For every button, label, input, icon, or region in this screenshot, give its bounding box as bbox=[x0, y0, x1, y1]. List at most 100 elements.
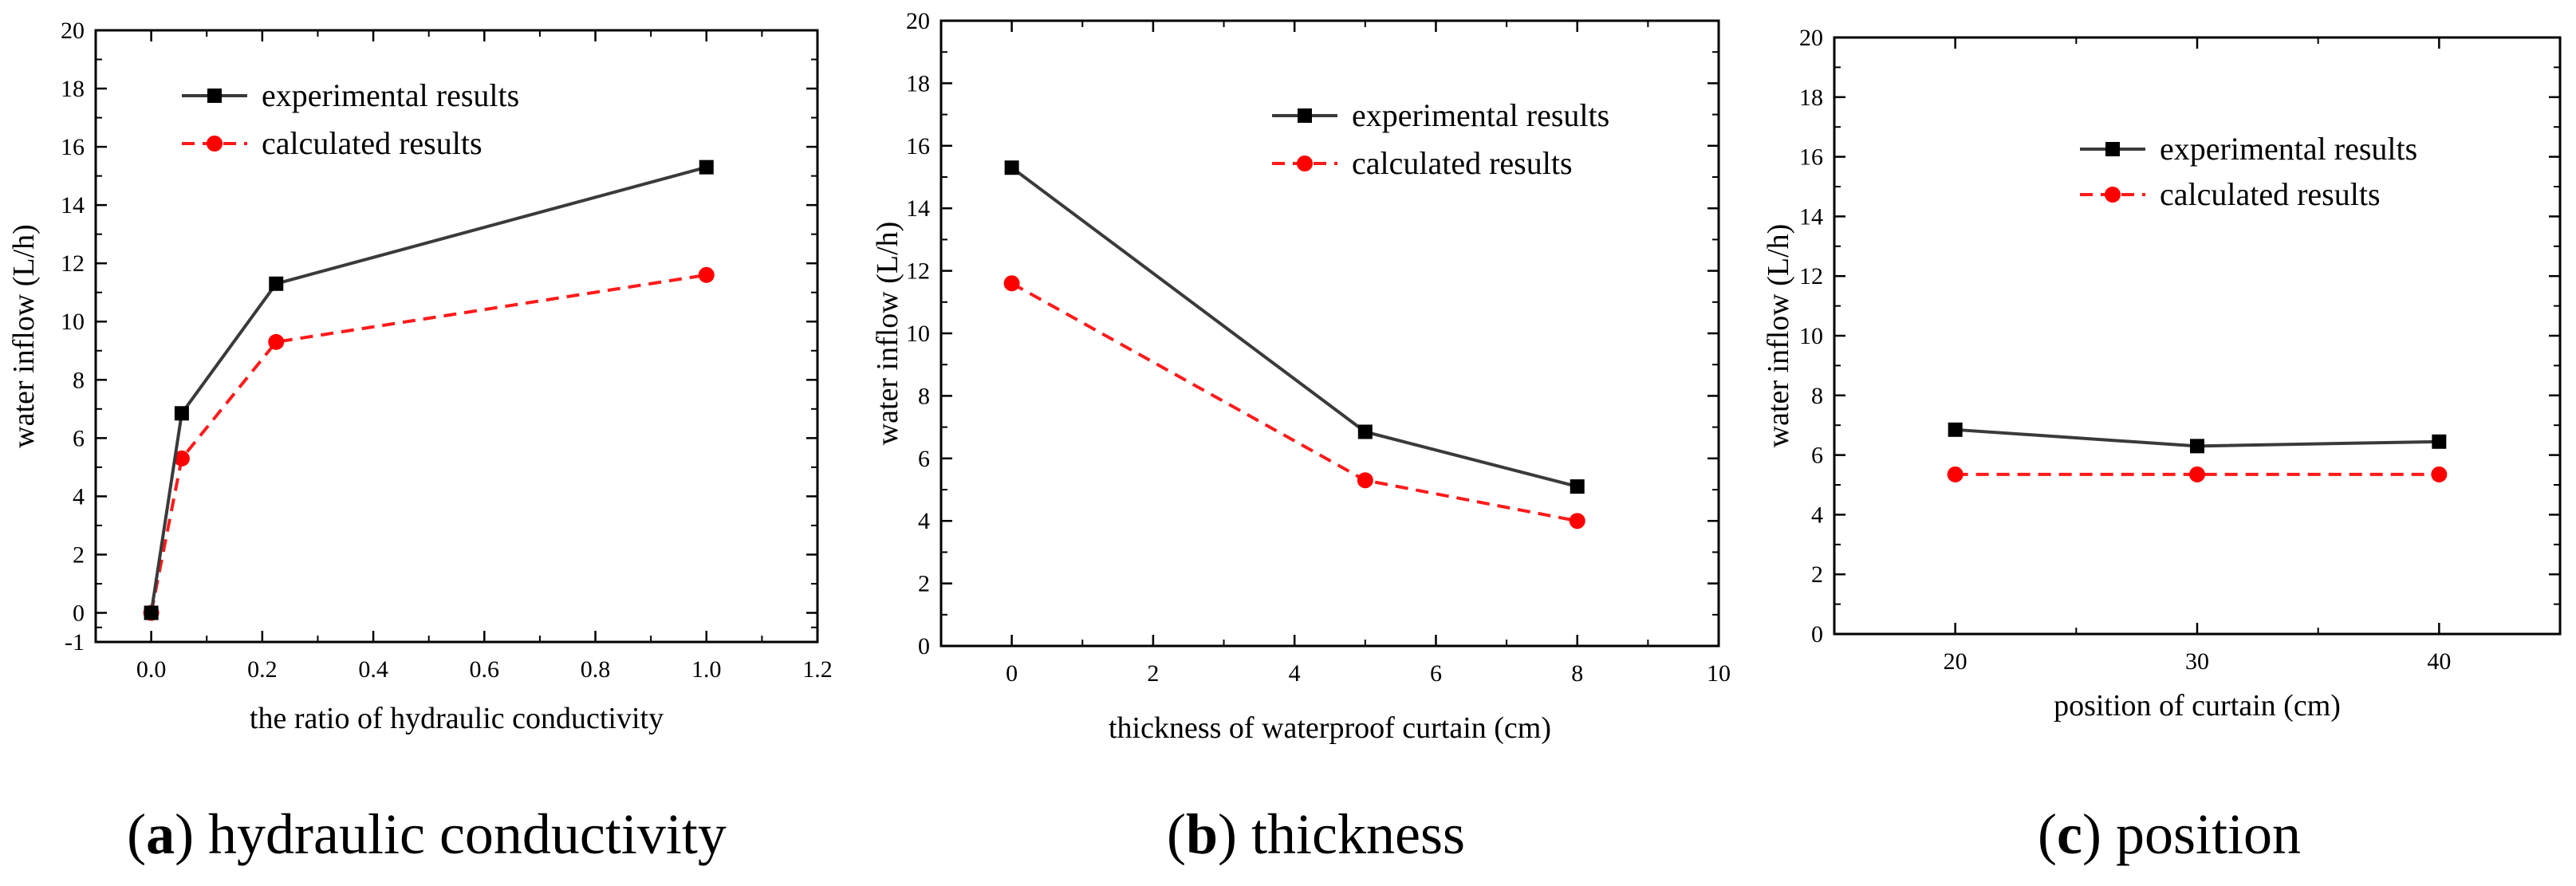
caption-a: (a) hydraulic conductivity bbox=[127, 802, 727, 866]
data-point-experimental bbox=[1570, 479, 1585, 494]
y-tick-label: 8 bbox=[1811, 383, 1823, 409]
y-tick-label: 8 bbox=[918, 383, 930, 409]
y-tick-label: 20 bbox=[906, 8, 930, 34]
legend-label-calculated: calculated results bbox=[2160, 176, 2381, 212]
data-point-calculated bbox=[1003, 275, 1020, 292]
x-tick-label: 0.8 bbox=[581, 656, 611, 683]
legend-marker-experimental bbox=[1298, 108, 1312, 123]
y-axis-title: water inflow (L/h) bbox=[1762, 224, 1795, 448]
y-axis-title: water inflow (L/h) bbox=[7, 224, 41, 448]
caption-paren: ( bbox=[2038, 802, 2057, 866]
y-tick-label: 2 bbox=[1811, 561, 1823, 588]
data-point-experimental bbox=[174, 406, 189, 421]
series-line-experimental bbox=[1010, 166, 1578, 489]
legend-label-experimental: experimental results bbox=[262, 77, 519, 113]
y-tick-label: 10 bbox=[1799, 323, 1823, 349]
x-tick-label: 30 bbox=[2185, 648, 2209, 675]
y-tick-label: 8 bbox=[73, 367, 85, 393]
data-point-experimental bbox=[699, 159, 714, 175]
y-tick-label: 12 bbox=[1799, 263, 1823, 289]
y-tick-label: 4 bbox=[918, 508, 930, 534]
data-point-experimental bbox=[2432, 434, 2447, 449]
y-tick-label: 16 bbox=[61, 134, 85, 160]
y-tick-label: 18 bbox=[61, 76, 85, 102]
data-point-calculated bbox=[698, 266, 715, 283]
legend-marker-experimental bbox=[2105, 142, 2120, 156]
chart-panel-b: 0 2 4 6 8 10 12 14 16 18 20 0 2 4 6 8 10 thickness of wat… bbox=[871, 8, 1731, 745]
x-axis-title: the ratio of hydraulic conductivity bbox=[250, 702, 664, 735]
y-tick-label: 10 bbox=[61, 309, 85, 335]
y-axis-title: water inflow (L/h) bbox=[871, 222, 904, 446]
caption-paren: ( bbox=[1167, 802, 1186, 866]
data-point-experimental bbox=[1948, 422, 1963, 437]
x-tick-label: 0.4 bbox=[358, 656, 388, 683]
caption-b: (b) thickness bbox=[1167, 802, 1465, 866]
y-tick-label: 6 bbox=[73, 425, 85, 451]
legend-label-experimental: experimental results bbox=[2160, 131, 2417, 167]
x-tick-label: 0.2 bbox=[247, 656, 278, 683]
caption-letter: a bbox=[146, 802, 175, 866]
data-point-experimental bbox=[144, 605, 159, 620]
data-point-calculated bbox=[1569, 513, 1585, 530]
x-tick-label: 1.2 bbox=[802, 656, 833, 683]
data-point-calculated bbox=[1947, 466, 1964, 482]
y-tick-label: 0 bbox=[73, 600, 85, 626]
x-tick-label: 40 bbox=[2427, 648, 2451, 675]
data-point-calculated bbox=[2431, 466, 2448, 482]
legend-label-calculated: calculated results bbox=[262, 125, 483, 161]
series-line-calculated bbox=[1010, 282, 1578, 523]
y-tick-label: 0 bbox=[918, 633, 930, 660]
y-tick-label: 20 bbox=[1799, 25, 1823, 51]
chart-panel-a: -1 0 2 4 6 8 10 12 14 16 18 20 0.0 0.2 0.4 0.6 0.8 1.0 1.2… bbox=[7, 18, 833, 735]
legend-label-calculated: calculated results bbox=[1352, 145, 1573, 181]
x-tick-label: 10 bbox=[1707, 660, 1731, 687]
x-tick-label: 1.0 bbox=[691, 656, 722, 683]
chart-panel-c: 0 2 4 6 8 10 12 14 16 18 20 20 30 40 position of curta… bbox=[1762, 25, 2562, 723]
y-tick-label: 16 bbox=[1799, 144, 1823, 171]
x-tick-label: 0.0 bbox=[136, 656, 167, 683]
data-point-calculated bbox=[1357, 472, 1373, 489]
y-tick-label: 6 bbox=[918, 446, 930, 472]
x-tick-label: 6 bbox=[1430, 660, 1442, 687]
y-tick-label: 14 bbox=[906, 195, 930, 222]
x-tick-label: 8 bbox=[1571, 660, 1583, 687]
series-line-calculated bbox=[149, 273, 707, 613]
y-tick-label: 18 bbox=[1799, 85, 1823, 111]
x-axis-title: position of curtain (cm) bbox=[2054, 689, 2341, 723]
caption-letter: c bbox=[2057, 802, 2082, 866]
x-tick-label: 20 bbox=[1944, 648, 1967, 675]
caption-paren: ( bbox=[127, 802, 146, 866]
y-tick-label: 4 bbox=[1811, 502, 1823, 528]
legend-marker-calculated bbox=[2105, 187, 2121, 203]
y-tick-label: 14 bbox=[1799, 203, 1823, 230]
data-point-experimental bbox=[2190, 439, 2204, 454]
legend-marker-experimental bbox=[207, 89, 222, 103]
series-line-experimental bbox=[149, 165, 707, 613]
y-tick-label: 10 bbox=[906, 321, 930, 347]
caption-c: (c) position bbox=[2038, 802, 2301, 866]
data-point-experimental bbox=[1357, 424, 1373, 439]
data-point-calculated bbox=[2189, 466, 2205, 482]
y-tick-label: 4 bbox=[73, 483, 85, 510]
caption-text: ) thickness bbox=[1218, 802, 1465, 866]
legend-label-experimental: experimental results bbox=[1352, 97, 1609, 133]
data-point-calculated bbox=[268, 333, 285, 350]
y-tick-label: 14 bbox=[61, 192, 85, 219]
legend-marker-calculated bbox=[1297, 156, 1313, 171]
legend-marker-calculated bbox=[207, 136, 223, 152]
y-tick-label: 12 bbox=[906, 258, 930, 285]
data-point-experimental bbox=[1004, 160, 1019, 175]
caption-letter: b bbox=[1186, 802, 1218, 866]
caption-text: ) hydraulic conductivity bbox=[175, 802, 727, 866]
y-tick-label: 16 bbox=[906, 133, 930, 159]
y-tick-label: 20 bbox=[61, 18, 85, 44]
y-tick-label: 6 bbox=[1811, 443, 1823, 469]
x-tick-label: 0 bbox=[1006, 660, 1018, 687]
x-axis-title: thickness of waterproof curtain (cm) bbox=[1109, 711, 1551, 745]
caption-text: ) position bbox=[2082, 802, 2301, 866]
plot-frame bbox=[94, 29, 819, 644]
x-tick-label: 2 bbox=[1147, 660, 1159, 687]
x-tick-label: 0.6 bbox=[470, 656, 500, 683]
y-tick-label: 12 bbox=[61, 250, 85, 277]
